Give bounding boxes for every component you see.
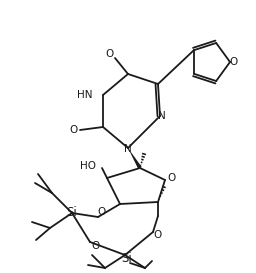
Text: HO: HO	[80, 161, 96, 171]
Text: O: O	[230, 57, 238, 67]
Text: N: N	[124, 144, 132, 154]
Text: O: O	[70, 125, 78, 135]
Text: Si: Si	[122, 253, 132, 266]
Text: O: O	[106, 49, 114, 59]
Text: O: O	[91, 241, 99, 251]
Text: O: O	[168, 173, 176, 183]
Polygon shape	[128, 148, 142, 169]
Text: N: N	[158, 111, 166, 121]
Text: HN: HN	[78, 90, 93, 100]
Text: Si: Si	[67, 206, 77, 219]
Text: O: O	[98, 207, 106, 217]
Text: O: O	[154, 230, 162, 240]
